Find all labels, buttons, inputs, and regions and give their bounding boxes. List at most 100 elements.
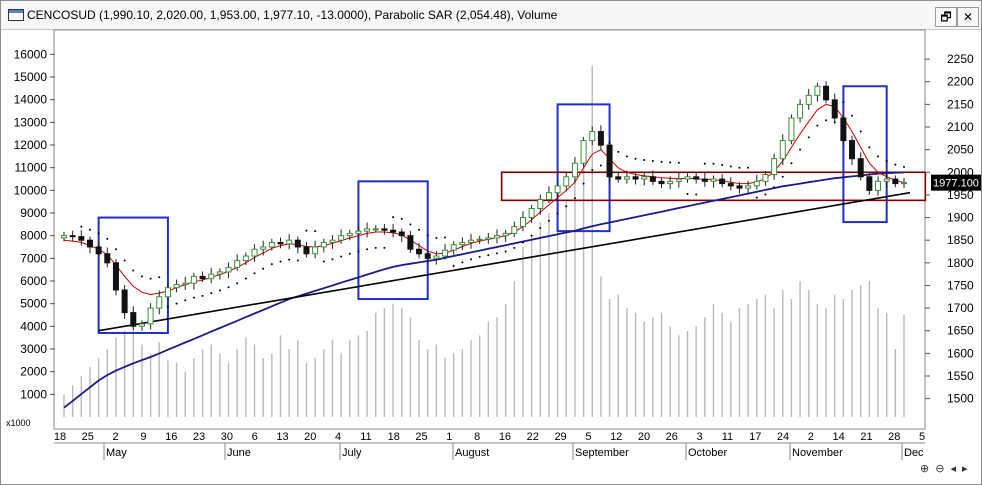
month-label: September (575, 447, 629, 459)
highlight-box (842, 85, 888, 224)
sar-dot (88, 228, 91, 231)
sar-dot (495, 252, 498, 255)
day-tick-label: 24 (777, 431, 789, 443)
candle-body (892, 178, 899, 185)
day-tick-label: 1 (446, 431, 452, 443)
candle-body (268, 241, 275, 248)
sar-dot (158, 276, 161, 279)
price-tick-label: 1550 (947, 369, 974, 383)
sar-dot (461, 261, 464, 264)
sar-dot (149, 277, 152, 280)
day-tick-label: 22 (527, 431, 539, 443)
candle-body (667, 180, 674, 185)
candle-body (649, 176, 656, 182)
day-tick-label: 18 (54, 431, 66, 443)
volume-tick-label: 7000 (20, 251, 47, 265)
sar-dot (418, 228, 421, 231)
candle-body (138, 323, 145, 327)
price-tick-label: 1500 (947, 392, 974, 406)
candle-body (857, 158, 864, 178)
sar-dot (877, 155, 880, 158)
sar-dot (279, 260, 282, 263)
zoom-in-icon[interactable]: ⊕ (920, 462, 930, 475)
sar-dot (833, 121, 836, 124)
sar-dot (738, 166, 741, 169)
volume-tick-label: 16000 (14, 47, 48, 61)
price-tick-label: 1650 (947, 324, 974, 338)
candle-body (615, 176, 622, 180)
candle-body (719, 178, 726, 185)
zoom-out-icon[interactable]: ⊖ (935, 462, 945, 475)
sar-dot (868, 146, 871, 149)
candle-body (86, 239, 93, 248)
price-tick-label: 2050 (947, 143, 974, 157)
day-tick-label: 8 (474, 431, 480, 443)
sar-dot (842, 101, 845, 104)
sar-dot (262, 267, 265, 270)
volume-tick-label: 6000 (20, 274, 47, 288)
day-tick-label: 29 (554, 431, 566, 443)
sar-dot (383, 246, 386, 249)
sar-dot (651, 159, 654, 162)
sar-dot (132, 269, 135, 272)
price-tick-label: 1850 (947, 233, 974, 247)
sar-dot (435, 236, 438, 239)
sar-dot (747, 166, 750, 169)
scroll-left-icon[interactable]: ◂ (950, 462, 956, 475)
sar-dot (322, 260, 325, 263)
sar-dot (513, 246, 516, 249)
candle-body (164, 287, 171, 298)
sar-dot (470, 258, 473, 261)
sar-dot (106, 237, 109, 240)
volume-tick-label: 10000 (14, 183, 48, 197)
day-tick-label: 6 (252, 431, 258, 443)
sar-dot (539, 226, 542, 229)
candle-body (658, 180, 665, 185)
candle-body (875, 180, 882, 191)
candle-body (190, 275, 197, 284)
candle-body (554, 185, 561, 194)
candle-body (831, 99, 838, 119)
candle-body (130, 312, 137, 327)
restore-icon[interactable]: 🗗 (935, 7, 957, 27)
volume-tick-label: 12000 (14, 138, 48, 152)
candle-body (61, 235, 67, 239)
sar-dot (695, 193, 698, 196)
day-tick-label: 23 (193, 431, 205, 443)
sar-dot (374, 246, 377, 249)
sar-dot (227, 286, 230, 289)
sar-dot (296, 259, 299, 262)
sar-dot (599, 164, 602, 167)
volume-tick-label: 9000 (20, 206, 47, 220)
price-tick-label: 2150 (947, 97, 974, 111)
candle-body (95, 246, 102, 255)
sar-dot (97, 232, 100, 235)
scroll-right-icon[interactable]: ▸ (961, 462, 968, 475)
sar-dot (556, 212, 559, 215)
candle-body (675, 178, 682, 182)
sar-dot (201, 294, 204, 297)
sar-dot (686, 193, 689, 196)
day-tick-label: 20 (304, 431, 316, 443)
day-tick-label: 26 (666, 431, 678, 443)
candle-body (242, 255, 249, 262)
month-label: August (455, 447, 489, 459)
candle-body (303, 246, 310, 255)
day-tick-label: 20 (638, 431, 650, 443)
day-tick-label: 18 (388, 431, 400, 443)
candle-body (762, 174, 769, 182)
close-icon[interactable]: ✕ (957, 7, 979, 27)
day-tick-label: 5 (585, 431, 591, 443)
sar-dot (452, 264, 455, 267)
price-tick-label: 1900 (947, 211, 974, 225)
candle-body (251, 248, 258, 257)
candle-body (364, 228, 371, 232)
candle-body (771, 158, 778, 176)
volume-tick-label: 14000 (14, 93, 48, 107)
candle-body (901, 182, 907, 185)
candle-body (736, 185, 743, 189)
candle-body (476, 238, 483, 241)
sar-dot (885, 159, 888, 162)
sar-dot (530, 234, 533, 237)
sar-dot (755, 196, 758, 199)
